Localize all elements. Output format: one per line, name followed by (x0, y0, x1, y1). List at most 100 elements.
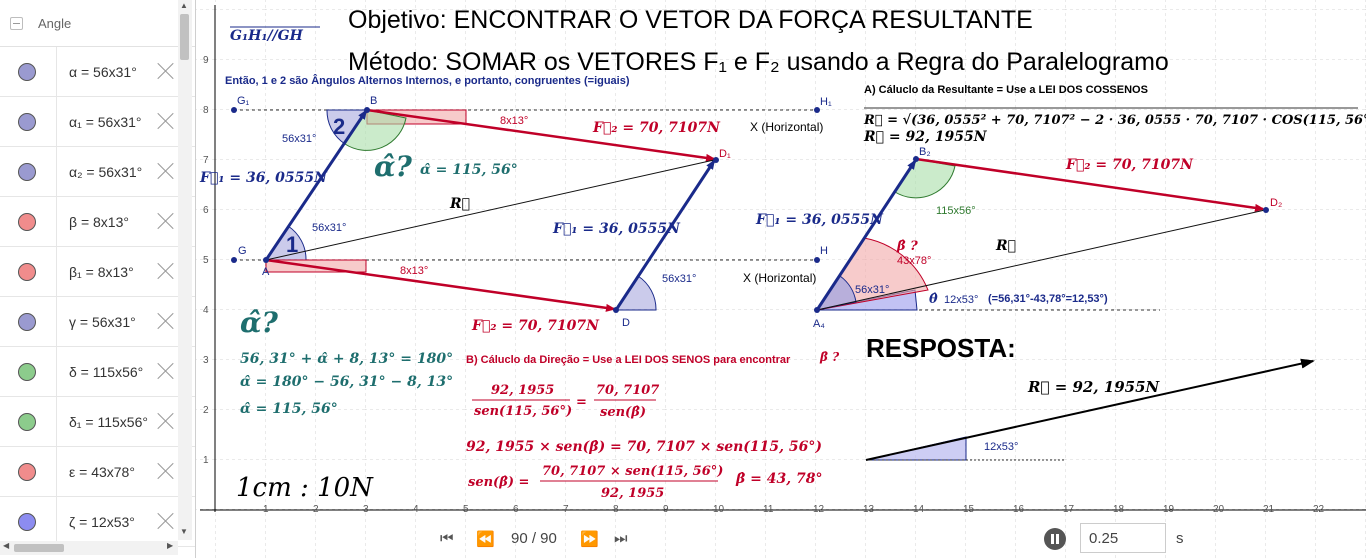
resultant-value: R⃗ = 92, 1955N (863, 129, 988, 145)
vector-f1-right[interactable] (815, 159, 917, 311)
delete-icon[interactable] (157, 162, 175, 180)
x-tick-labels: 1 2 3 4 5 6 7 8 9 10 11 12 13 14 15 16 17 18 19 20 21 22 (263, 504, 1325, 515)
visibility-toggle-icon[interactable] (18, 312, 36, 331)
algebra-expression[interactable]: ζ = 12x53° (56, 497, 153, 546)
horizontal-scrollbar[interactable]: ◀ ▶ (0, 541, 178, 555)
visibility-toggle-icon[interactable] (18, 162, 36, 181)
speed-input[interactable] (1080, 523, 1166, 553)
algebra-item[interactable]: γ = 56x31° (0, 297, 195, 347)
scroll-down-icon[interactable]: ▼ (180, 527, 188, 536)
delete-icon[interactable] (157, 462, 175, 480)
eq-alpha-solve: α̂ = 180° − 56, 31° − 8, 13° (240, 374, 453, 390)
delete-icon[interactable] (157, 212, 175, 230)
x-tick-label: 22 (1313, 504, 1325, 515)
algebra-item[interactable]: α = 56x31° (0, 47, 195, 97)
vector-r-right[interactable] (816, 209, 1266, 311)
horizontal-scroll-thumb[interactable] (14, 544, 64, 552)
point-d2[interactable] (1263, 207, 1269, 213)
label-f1-left: F⃗₁ = 36, 0555N (199, 170, 328, 186)
label-f2-bottom: F⃗₂ = 70, 7107N (471, 318, 600, 334)
visibility-toggle-icon[interactable] (18, 512, 36, 531)
angle-delta[interactable] (344, 109, 407, 151)
vector-f1-left[interactable] (264, 109, 368, 261)
point-b[interactable] (364, 107, 370, 113)
y-tick-label: 2 (203, 405, 209, 416)
x-tick-label: 14 (913, 504, 925, 515)
point-h[interactable] (814, 257, 820, 263)
delete-icon[interactable] (157, 512, 175, 530)
label-f2-right: F⃗₂ = 70, 7107N (1065, 157, 1194, 173)
visibility-toggle-icon[interactable] (18, 112, 36, 131)
delete-icon[interactable] (157, 262, 175, 280)
algebra-item[interactable]: β = 8x13° (0, 197, 195, 247)
vector-r-answer[interactable] (865, 358, 1315, 461)
collapse-icon[interactable] (10, 16, 23, 30)
vector-f2-top[interactable] (366, 108, 716, 162)
point-a[interactable] (263, 257, 269, 263)
algebra-item[interactable]: δ = 115x56° (0, 347, 195, 397)
scroll-up-icon[interactable]: ▲ (180, 1, 188, 10)
frame-counter: 90 / 90 (511, 530, 557, 547)
visibility-toggle-icon[interactable] (18, 62, 36, 81)
x-tick-label: 3 (363, 504, 369, 515)
point-h1[interactable] (814, 107, 820, 113)
algebra-item[interactable]: ε = 43x78° (0, 447, 195, 497)
algebra-item[interactable]: α₂ = 56x31° (0, 147, 195, 197)
algebra-expression[interactable]: γ = 56x31° (56, 297, 153, 346)
visibility-toggle-icon[interactable] (18, 262, 36, 281)
point-g1[interactable] (231, 107, 237, 113)
algebra-expression[interactable]: α₁ = 56x31° (56, 97, 153, 146)
x-tick-label: 9 (663, 504, 669, 515)
x-tick-label: 1 (263, 504, 269, 515)
vertical-scroll-thumb[interactable] (180, 14, 189, 60)
delete-icon[interactable] (157, 412, 175, 430)
alpha-question-1: α̂? (374, 150, 413, 183)
label-angle-alpha1: 56x31° (282, 133, 316, 145)
algebra-expression[interactable]: β = 8x13° (56, 197, 153, 246)
algebra-expression[interactable]: α = 56x31° (56, 47, 153, 96)
point-a4[interactable] (814, 307, 820, 313)
visibility-toggle-icon[interactable] (18, 212, 36, 231)
label-f2-top: F⃗₂ = 70, 7107N (592, 120, 721, 136)
scroll-right-icon[interactable]: ▶ (167, 541, 174, 550)
visibility-toggle-icon[interactable] (18, 362, 36, 381)
algebra-item[interactable]: ζ = 12x53° (0, 497, 195, 547)
delete-icon[interactable] (157, 62, 175, 80)
vector-f2-bottom[interactable] (265, 258, 616, 312)
vector-r-left[interactable] (265, 159, 715, 261)
point-d[interactable] (613, 307, 619, 313)
vertical-scrollbar[interactable] (178, 0, 192, 540)
visibility-toggle-icon[interactable] (18, 412, 36, 431)
label-angle-alpha2: 56x31° (855, 284, 889, 296)
point-b2[interactable] (913, 156, 919, 162)
point-g[interactable] (231, 257, 237, 263)
last-frame-icon[interactable]: ⏭ (614, 530, 628, 547)
algebra-expression[interactable]: β₁ = 8x13° (56, 247, 153, 296)
scroll-left-icon[interactable]: ◀ (3, 541, 10, 550)
pause-button[interactable] (1044, 528, 1066, 550)
first-frame-icon[interactable]: ⏮ (440, 530, 454, 547)
algebra-item[interactable]: δ₁ = 115x56° (0, 397, 195, 447)
delete-icon[interactable] (157, 312, 175, 330)
algebra-item[interactable]: α₁ = 56x31° (0, 97, 195, 147)
delete-icon[interactable] (157, 362, 175, 380)
x-tick-label: 7 (563, 504, 569, 515)
vector-f2-right[interactable] (915, 157, 1265, 212)
y-tick-labels: 9 8 7 6 5 4 3 2 1 (203, 55, 209, 466)
delete-icon[interactable] (157, 112, 175, 130)
visibility-toggle-icon[interactable] (18, 462, 36, 481)
algebra-group-title: Angle (38, 15, 72, 31)
algebra-expression[interactable]: δ = 115x56° (56, 347, 153, 396)
algebra-expression[interactable]: α₂ = 56x31° (56, 147, 153, 196)
previous-frame-icon[interactable]: ⏪ (476, 531, 495, 548)
y-tick-label: 7 (203, 155, 209, 166)
label-f1-mid: F⃗₁ = 36, 0555N (552, 221, 681, 237)
point-d1[interactable] (713, 157, 719, 163)
vector-f1-mid[interactable] (614, 159, 716, 311)
algebra-expression[interactable]: ε = 43x78° (56, 447, 153, 496)
algebra-item[interactable]: β₁ = 8x13° (0, 247, 195, 297)
algebra-expression[interactable]: δ₁ = 115x56° (56, 397, 153, 446)
next-frame-icon[interactable]: ⏩ (580, 531, 599, 548)
